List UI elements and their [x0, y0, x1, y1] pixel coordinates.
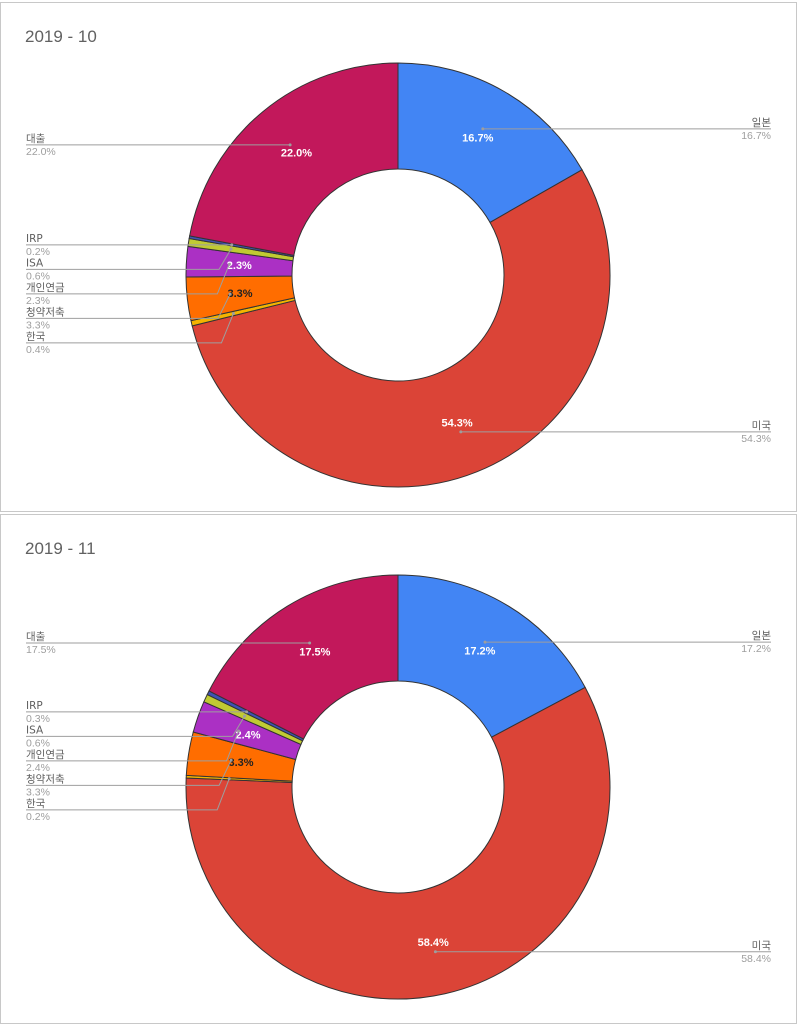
- legend-value: 0.2%: [26, 811, 50, 823]
- slice-value-label: 16.7%: [462, 132, 493, 144]
- legend-value: 22.0%: [26, 146, 56, 158]
- legend-label: 청약저축: [26, 773, 65, 785]
- slice-value-label: 58.4%: [418, 937, 449, 949]
- donut-slice-1[interactable]: [191, 169, 611, 488]
- leader-line: [26, 730, 240, 762]
- legend-value: 17.5%: [26, 644, 56, 656]
- legend-value: 0.2%: [26, 246, 50, 258]
- legend-label: 개인연금: [26, 282, 65, 294]
- legend-label: 미국: [752, 940, 772, 952]
- leader-line: [26, 264, 230, 295]
- legend-label: 개인연금: [26, 749, 65, 761]
- legend-label: 일본: [752, 116, 772, 129]
- slice-value-label: 2.4%: [235, 729, 260, 741]
- donut-slice-1[interactable]: [185, 686, 611, 1000]
- legend-label: 대출: [26, 631, 46, 643]
- slice-value-label: 3.3%: [227, 288, 252, 300]
- slice-value-label: 3.3%: [228, 757, 253, 769]
- slice-value-label: 2.3%: [227, 260, 252, 272]
- legend-label: 대출: [26, 133, 46, 145]
- donut-chart-2019-11: 17.2%58.4%3.3%2.4%17.5%일본17.2%미국58.4%대출1…: [26, 574, 772, 1000]
- legend-value: 17.2%: [741, 643, 771, 655]
- legend-label: 한국: [26, 331, 46, 343]
- slice-value-label: 22.0%: [281, 148, 312, 160]
- chart-title: 2019 - 11: [25, 539, 96, 558]
- chart-panel-2019-10: 2019 - 10 16.7% 54.3% 3.3% 2.3% 22.0% 일본 16.7%…: [0, 2, 797, 512]
- slice-value-label: 17.2%: [464, 646, 495, 658]
- donut-slice-0[interactable]: [397, 574, 586, 738]
- chart-panel-2019-11: 2019 - 11 17.2% 58.4% 3.3% 2.4% 17.5% 일본 17.2%…: [0, 514, 797, 1024]
- legend-value: 3.3%: [26, 786, 50, 798]
- legend-value: 54.3%: [741, 433, 771, 445]
- legend-label: 한국: [26, 798, 46, 810]
- legend-value: 0.6%: [26, 737, 50, 749]
- legend-label: 미국: [752, 420, 772, 432]
- donut-slice-7[interactable]: [189, 62, 399, 257]
- slice-value-label: 54.3%: [442, 418, 473, 430]
- donut-slice-7[interactable]: [208, 574, 399, 740]
- legend-label: ISA: [26, 257, 44, 269]
- legend-label: IRP: [26, 700, 43, 712]
- leader-line: [26, 760, 232, 786]
- legend-value: 3.3%: [26, 319, 50, 331]
- legend-value: 2.4%: [26, 762, 50, 774]
- leader-line: [26, 313, 234, 344]
- donut-chart-2019-10: 16.7%54.3%3.3%2.3%22.0%일본16.7%미국54.3%대출2…: [26, 62, 772, 488]
- donut-slice-0[interactable]: [397, 62, 583, 224]
- leader-line: [26, 293, 231, 319]
- legend-label: ISA: [26, 724, 44, 736]
- slice-value-label: 17.5%: [299, 646, 330, 658]
- legend-label: 일본: [752, 629, 772, 642]
- leader-line: [26, 248, 232, 270]
- legend-value: 0.3%: [26, 713, 50, 725]
- leader-line: [26, 715, 245, 737]
- legend-value: 0.6%: [26, 270, 50, 282]
- legend-value: 2.3%: [26, 295, 50, 307]
- legend-value: 0.4%: [26, 344, 50, 356]
- legend-value: 58.4%: [741, 953, 771, 965]
- leader-line: [26, 778, 230, 811]
- legend-label: IRP: [26, 233, 43, 245]
- legend-label: 청약저축: [26, 306, 65, 318]
- chart-title: 2019 - 10: [25, 27, 97, 46]
- legend-value: 16.7%: [741, 130, 771, 142]
